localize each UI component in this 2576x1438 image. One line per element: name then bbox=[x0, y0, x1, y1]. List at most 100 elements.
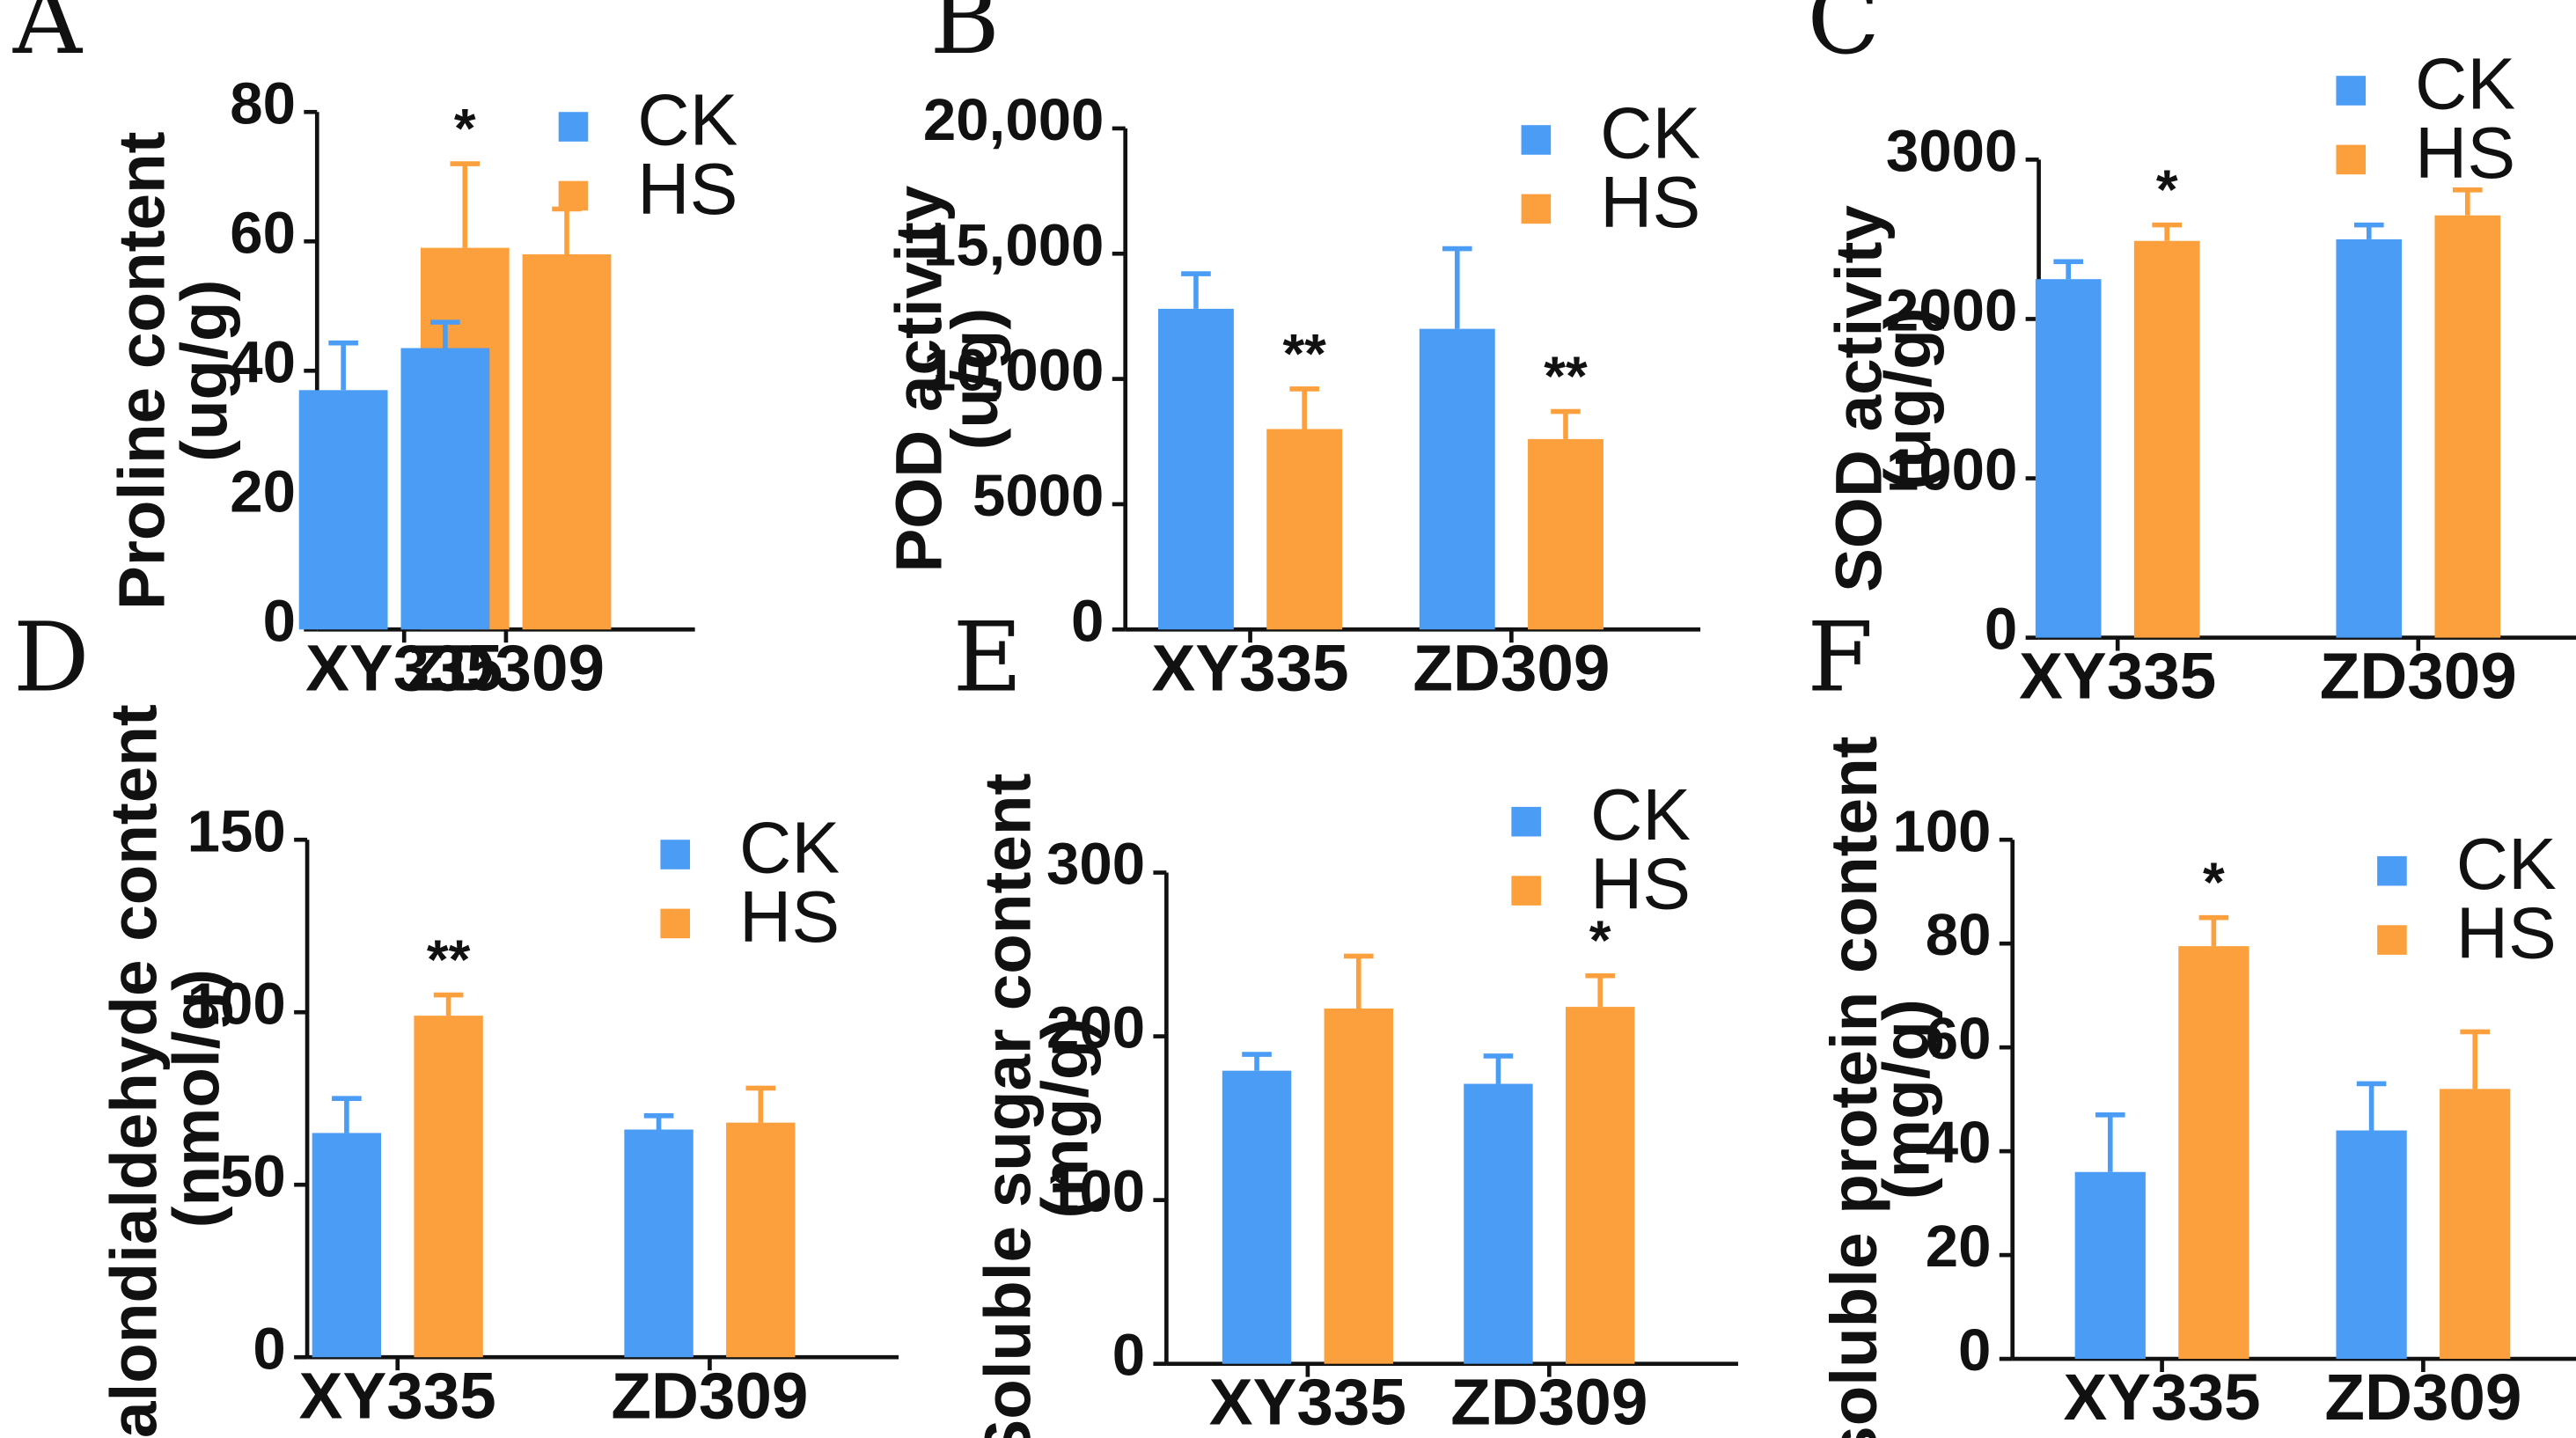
panel-letter: D bbox=[13, 602, 90, 713]
bar-hs-zd309 bbox=[522, 253, 612, 630]
panel-a: A Proline content(ug/g) 0 20 40 60 80 XY335 * ZD3… bbox=[12, 0, 738, 704]
y-tick-label: 300 bbox=[1046, 832, 1145, 898]
bar-hs-zd309 bbox=[1565, 1007, 1635, 1364]
y-axis-unit: (nmol/g) bbox=[158, 969, 232, 1228]
legend-label-ck: CK bbox=[1600, 94, 1700, 174]
y-tick-label: 60 bbox=[1926, 1006, 1992, 1072]
panel-e: E Soluble sugar content(mg/g) 0 100 200 300 XY… bbox=[953, 602, 1738, 1438]
legend-label-ck: CK bbox=[637, 81, 738, 161]
bar-ck-xy335 bbox=[2074, 1171, 2146, 1360]
significance-marker: * bbox=[454, 98, 476, 159]
legend-swatch-ck bbox=[1511, 806, 1541, 837]
significance-marker: ** bbox=[1282, 323, 1326, 385]
bar-ck-xy335 bbox=[2035, 279, 2102, 638]
panel-letter: A bbox=[12, 0, 84, 76]
legend-label-hs: HS bbox=[2456, 894, 2557, 974]
y-tick-label: 0 bbox=[1985, 597, 2017, 663]
y-tick-label: 40 bbox=[1926, 1110, 1992, 1176]
y-tick-label: 10,000 bbox=[923, 338, 1105, 404]
x-category-label: ZD309 bbox=[2320, 639, 2517, 713]
y-axis-title: SOD activity bbox=[1821, 205, 1895, 592]
significance-marker: * bbox=[1589, 910, 1611, 972]
y-axis-title: Malondialdehyde content bbox=[96, 704, 170, 1438]
legend-label-hs: HS bbox=[1600, 163, 1700, 243]
y-axis-title: soluble protein content bbox=[1816, 736, 1890, 1438]
y-tick-label: 60 bbox=[230, 200, 296, 266]
legend-swatch-hs bbox=[2377, 925, 2407, 955]
y-tick-label: 100 bbox=[1046, 1159, 1145, 1225]
y-axis-title: Soluble sugar content bbox=[970, 774, 1044, 1438]
y-tick-label: 20,000 bbox=[923, 87, 1105, 153]
panel-letter: B bbox=[930, 0, 1001, 76]
panel-b: B POD activity(u/g) 0 5000 10,000 15,000 20,00… bbox=[882, 0, 1701, 704]
panel-letter: E bbox=[953, 602, 1023, 713]
x-category-label: ZD309 bbox=[407, 630, 605, 704]
x-category-label: XY335 bbox=[2019, 639, 2216, 713]
legend-label-hs: HS bbox=[739, 877, 840, 957]
bar-ck-xy335 bbox=[1222, 1070, 1292, 1364]
y-tick-label: 1000 bbox=[1886, 437, 2017, 503]
legend-label-ck: CK bbox=[2415, 45, 2515, 125]
bar-hs-zd309 bbox=[726, 1122, 796, 1358]
bar-hs-xy335 bbox=[414, 1016, 483, 1358]
y-tick-label: 80 bbox=[230, 70, 296, 136]
y-tick-label: 5000 bbox=[972, 463, 1104, 529]
y-tick-label: 2000 bbox=[1886, 278, 2017, 344]
legend-swatch-hs bbox=[660, 908, 691, 939]
y-axis-unit: (ug/g) bbox=[1870, 307, 1944, 489]
bar-hs-xy335 bbox=[2178, 946, 2249, 1360]
x-category-label: XY335 bbox=[1151, 630, 1348, 704]
legend-swatch-ck bbox=[2377, 855, 2407, 886]
legend-label-hs: HS bbox=[1590, 845, 1691, 925]
legend-label-hs: HS bbox=[2415, 114, 2515, 194]
bar-ck-zd309 bbox=[400, 348, 490, 630]
legend-label-ck: CK bbox=[739, 809, 840, 889]
panel-c: C SOD activity(ug/g) 0 1000 2000 3000 XY335 * ZD… bbox=[1807, 0, 2576, 713]
y-tick-label: 200 bbox=[1046, 995, 1145, 1061]
legend-label-ck: CK bbox=[2456, 825, 2557, 905]
x-category-label: XY335 bbox=[299, 1358, 496, 1432]
bar-ck-xy335 bbox=[312, 1133, 382, 1358]
legend-swatch-ck bbox=[1521, 125, 1552, 155]
y-tick-label: 0 bbox=[1071, 588, 1104, 654]
x-category-label: XY335 bbox=[2064, 1360, 2261, 1434]
x-category-label: ZD309 bbox=[1413, 630, 1610, 704]
legend-label-hs: HS bbox=[637, 150, 738, 230]
panel-letter: C bbox=[1807, 0, 1880, 76]
bar-hs-xy335 bbox=[1324, 1008, 1393, 1364]
y-axis-title: POD activity bbox=[882, 185, 956, 572]
panel-letter: F bbox=[1807, 602, 1873, 713]
significance-marker: * bbox=[2203, 852, 2225, 913]
legend-swatch-hs bbox=[1511, 876, 1541, 906]
y-axis-unit: (ug/g) bbox=[167, 280, 241, 462]
legend-swatch-hs bbox=[558, 180, 589, 211]
y-axis-unit: (u/g) bbox=[937, 308, 1011, 451]
y-axis-unit: (mg/g) bbox=[1028, 1018, 1102, 1219]
legend-swatch-ck bbox=[660, 840, 691, 869]
y-tick-label: 15,000 bbox=[923, 212, 1105, 278]
bar-ck-xy335 bbox=[1158, 308, 1234, 630]
significance-marker: ** bbox=[427, 929, 471, 991]
y-axis-title: Proline content bbox=[105, 132, 179, 610]
bar-ck-zd309 bbox=[624, 1129, 694, 1358]
y-tick-label: 0 bbox=[253, 1316, 285, 1382]
legend-swatch-hs bbox=[2336, 144, 2367, 175]
y-tick-label: 0 bbox=[1112, 1323, 1145, 1389]
significance-marker: * bbox=[2156, 159, 2178, 221]
bar-ck-zd309 bbox=[1464, 1083, 1533, 1364]
x-category-label: XY335 bbox=[305, 630, 503, 704]
x-category-label: ZD309 bbox=[1450, 1365, 1648, 1438]
bar-hs-xy335 bbox=[2133, 240, 2200, 638]
bar-ck-zd309 bbox=[2336, 238, 2403, 638]
x-category-label: ZD309 bbox=[2324, 1360, 2521, 1434]
y-tick-label: 100 bbox=[187, 971, 286, 1037]
legend-swatch-ck bbox=[2336, 76, 2367, 106]
legend-swatch-hs bbox=[1521, 194, 1552, 224]
y-axis-unit: (mg/g) bbox=[1869, 999, 1943, 1200]
bar-ck-zd309 bbox=[1419, 328, 1495, 630]
y-tick-label: 150 bbox=[187, 798, 286, 864]
y-tick-label: 40 bbox=[230, 329, 296, 395]
legend-label-ck: CK bbox=[1590, 775, 1691, 855]
